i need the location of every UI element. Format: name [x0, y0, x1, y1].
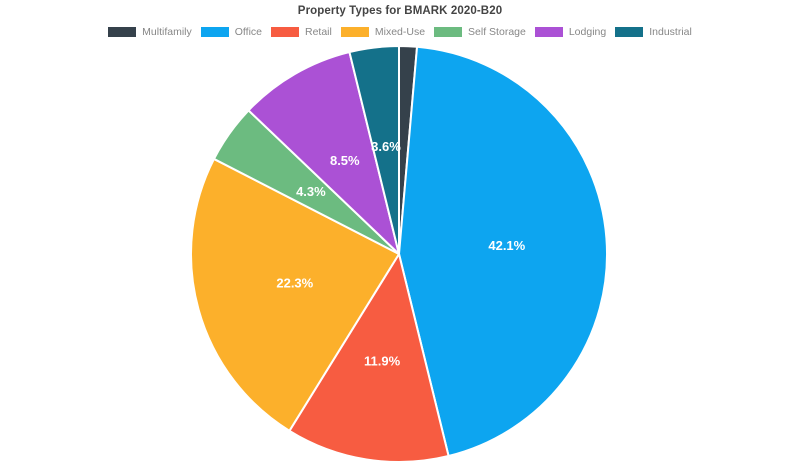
- legend-item-industrial[interactable]: Industrial: [615, 26, 692, 38]
- legend-swatch-mixed-use: [340, 27, 369, 37]
- legend-swatch-retail: [271, 27, 299, 37]
- legend-item-lodging[interactable]: Lodging: [534, 26, 607, 38]
- legend: Multifamily Office Retail Mixed-Use Self Sto…: [0, 26, 800, 38]
- legend-item-label: Multifamily: [142, 26, 192, 38]
- pie-slice-office[interactable]: [398, 45, 609, 458]
- legend-item-retail[interactable]: Retail: [271, 26, 332, 38]
- legend-item-label: Office: [234, 26, 262, 38]
- legend-swatch-multifamily: [108, 27, 137, 37]
- legend-swatch-lodging: [534, 27, 563, 37]
- legend-item-mixed-use[interactable]: Mixed-Use: [340, 26, 426, 38]
- legend-swatch-self-storage: [434, 27, 463, 37]
- legend-item-label: Self Storage: [468, 26, 526, 38]
- legend-swatch-office: [200, 27, 229, 37]
- pie-slice-industrial[interactable]: [348, 45, 400, 255]
- legend-item-self-storage[interactable]: Self Storage: [434, 26, 526, 38]
- pie-slice-retail[interactable]: [288, 253, 450, 463]
- legend-item-label: Industrial: [649, 26, 692, 38]
- legend-item-label: Mixed-Use: [374, 26, 426, 38]
- legend-item-label: Lodging: [568, 26, 607, 38]
- legend-item-multifamily[interactable]: Multifamily: [108, 26, 192, 38]
- legend-item-office[interactable]: Office: [200, 26, 262, 38]
- legend-swatch-industrial: [615, 27, 644, 37]
- legend-item-label: Retail: [305, 26, 332, 38]
- pie-slice-mixed-use[interactable]: [190, 157, 400, 432]
- chart-title: Property Types for BMARK 2020-B20: [297, 5, 503, 17]
